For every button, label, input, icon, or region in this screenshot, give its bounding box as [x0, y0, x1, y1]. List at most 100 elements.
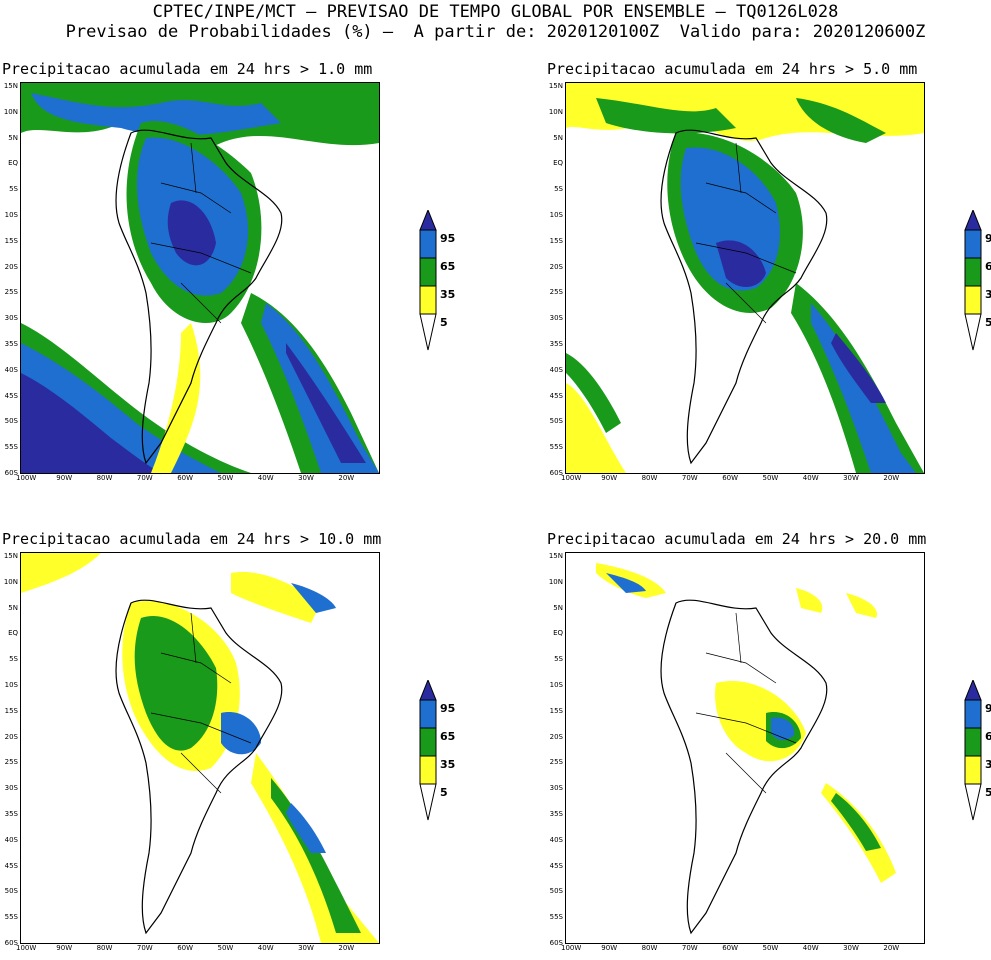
lat-label: 20S — [549, 262, 563, 271]
colorbar-top-right: 95 65 35 5 — [963, 208, 991, 360]
lat-label: 25S — [4, 758, 18, 767]
lat-label: 40S — [4, 365, 18, 374]
lat-label: 10S — [4, 211, 18, 219]
lat-label: EQ — [8, 629, 18, 638]
legend-95: 95 — [985, 232, 991, 245]
lon-label: 70W — [681, 944, 698, 952]
lon-label: 100W — [561, 474, 582, 482]
lon-label: 60W — [177, 474, 194, 482]
lon-label: 40W — [257, 474, 274, 482]
lon-label: 80W — [641, 474, 658, 482]
panel-title: Precipitacao acumulada em 24 hrs > 1.0 m… — [2, 60, 373, 78]
lat-label: 5N — [8, 603, 18, 612]
lat-label: 10S — [549, 211, 563, 219]
lon-label: 80W — [641, 944, 658, 952]
map-panel-1mm: Precipitacao acumulada em 24 hrs > 1.0 m… — [0, 60, 400, 490]
lat-label: EQ — [553, 159, 563, 168]
lat-label: EQ — [8, 159, 18, 168]
lat-label: 5N — [8, 133, 18, 142]
colorbar-graphic — [964, 208, 982, 351]
lat-label: 40S — [4, 835, 18, 844]
lon-label: 70W — [136, 944, 153, 952]
lat-label: 45S — [4, 391, 18, 400]
lat-label: 25S — [549, 758, 563, 767]
lat-label: 15N — [3, 82, 18, 90]
lat-label: 30S — [549, 784, 563, 793]
colorbar-bottom-right: 95 65 35 5 — [963, 678, 991, 830]
lat-label: 55S — [549, 913, 563, 922]
legend-65: 65 — [985, 730, 991, 743]
lat-label: 15S — [549, 236, 563, 245]
precip-map — [566, 553, 924, 943]
lat-label: 5S — [554, 655, 563, 664]
lat-label: 40S — [549, 835, 563, 844]
lon-label: 30W — [298, 944, 314, 952]
lat-label: 20S — [4, 732, 18, 741]
panel-title: Precipitacao acumulada em 24 hrs > 10.0 … — [2, 530, 382, 548]
lon-label: 20W — [883, 474, 900, 482]
lat-label: 10N — [548, 107, 563, 116]
lon-label: 60W — [722, 474, 739, 482]
colorbar-graphic — [419, 678, 437, 821]
lon-label: 30W — [843, 944, 859, 952]
lon-label: 50W — [762, 474, 779, 482]
lat-label: 60S — [549, 939, 563, 947]
legend-35: 35 — [985, 758, 991, 771]
lat-label: 50S — [549, 887, 563, 896]
precip-map — [21, 553, 379, 943]
map-area — [20, 82, 380, 474]
lat-label: 50S — [549, 417, 563, 426]
map-area — [20, 552, 380, 944]
lat-label: 10S — [549, 681, 563, 689]
lon-label: 40W — [257, 944, 274, 952]
lon-label: 90W — [601, 944, 618, 952]
map-panel-20mm: Precipitacao acumulada em 24 hrs > 20.0 … — [545, 530, 945, 960]
lat-label: 30S — [4, 784, 18, 793]
map-panel-5mm: Precipitacao acumulada em 24 hrs > 5.0 m… — [545, 60, 945, 490]
lat-label: 30S — [549, 314, 563, 323]
lat-label: 50S — [4, 887, 18, 896]
lat-label: 15S — [4, 706, 18, 715]
lon-label: 70W — [136, 474, 153, 482]
lat-label: 25S — [4, 288, 18, 297]
legend-95: 95 — [440, 232, 456, 245]
header-line-2: Previsao de Probabilidades (%) – A parti… — [65, 22, 926, 42]
lat-label: 5S — [9, 185, 18, 194]
lat-label: 45S — [549, 391, 563, 400]
precip-map — [21, 83, 379, 473]
lat-label: 55S — [4, 913, 18, 922]
lon-label: 60W — [722, 944, 739, 952]
lat-label: 60S — [4, 469, 18, 477]
lon-label: 40W — [802, 474, 819, 482]
lat-label: 55S — [549, 443, 563, 452]
legend-65: 65 — [440, 730, 456, 743]
legend-35: 35 — [985, 288, 991, 301]
lat-label: 45S — [549, 861, 563, 870]
lon-label: 50W — [762, 944, 779, 952]
lat-label: 50S — [4, 417, 18, 426]
lat-label: 35S — [4, 810, 18, 818]
lon-label: 30W — [843, 474, 859, 482]
lat-label: 5N — [553, 603, 563, 612]
lat-label: 10N — [3, 107, 18, 116]
lat-label: 5S — [9, 655, 18, 664]
legend-65: 65 — [985, 260, 991, 273]
lat-label: 15S — [549, 706, 563, 715]
lat-label: 5N — [553, 133, 563, 142]
lat-label: 30S — [4, 314, 18, 323]
legend-95: 95 — [985, 702, 991, 715]
precip-map — [566, 83, 924, 473]
lat-label: 15N — [548, 82, 563, 90]
lon-label: 80W — [96, 944, 113, 952]
legend-5: 5 — [440, 786, 448, 799]
legend-5: 5 — [440, 316, 448, 329]
lat-label: 10N — [3, 577, 18, 586]
legend-5: 5 — [985, 316, 991, 329]
map-area — [565, 552, 925, 944]
lat-label: 55S — [4, 443, 18, 452]
lat-label: EQ — [553, 629, 563, 638]
header-line-1: CPTEC/INPE/MCT – PREVISAO DE TEMPO GLOBA… — [152, 2, 839, 22]
lon-label: 100W — [16, 944, 37, 952]
colorbar-top: 95 65 35 5 — [418, 208, 478, 360]
colorbar-graphic — [419, 208, 437, 351]
